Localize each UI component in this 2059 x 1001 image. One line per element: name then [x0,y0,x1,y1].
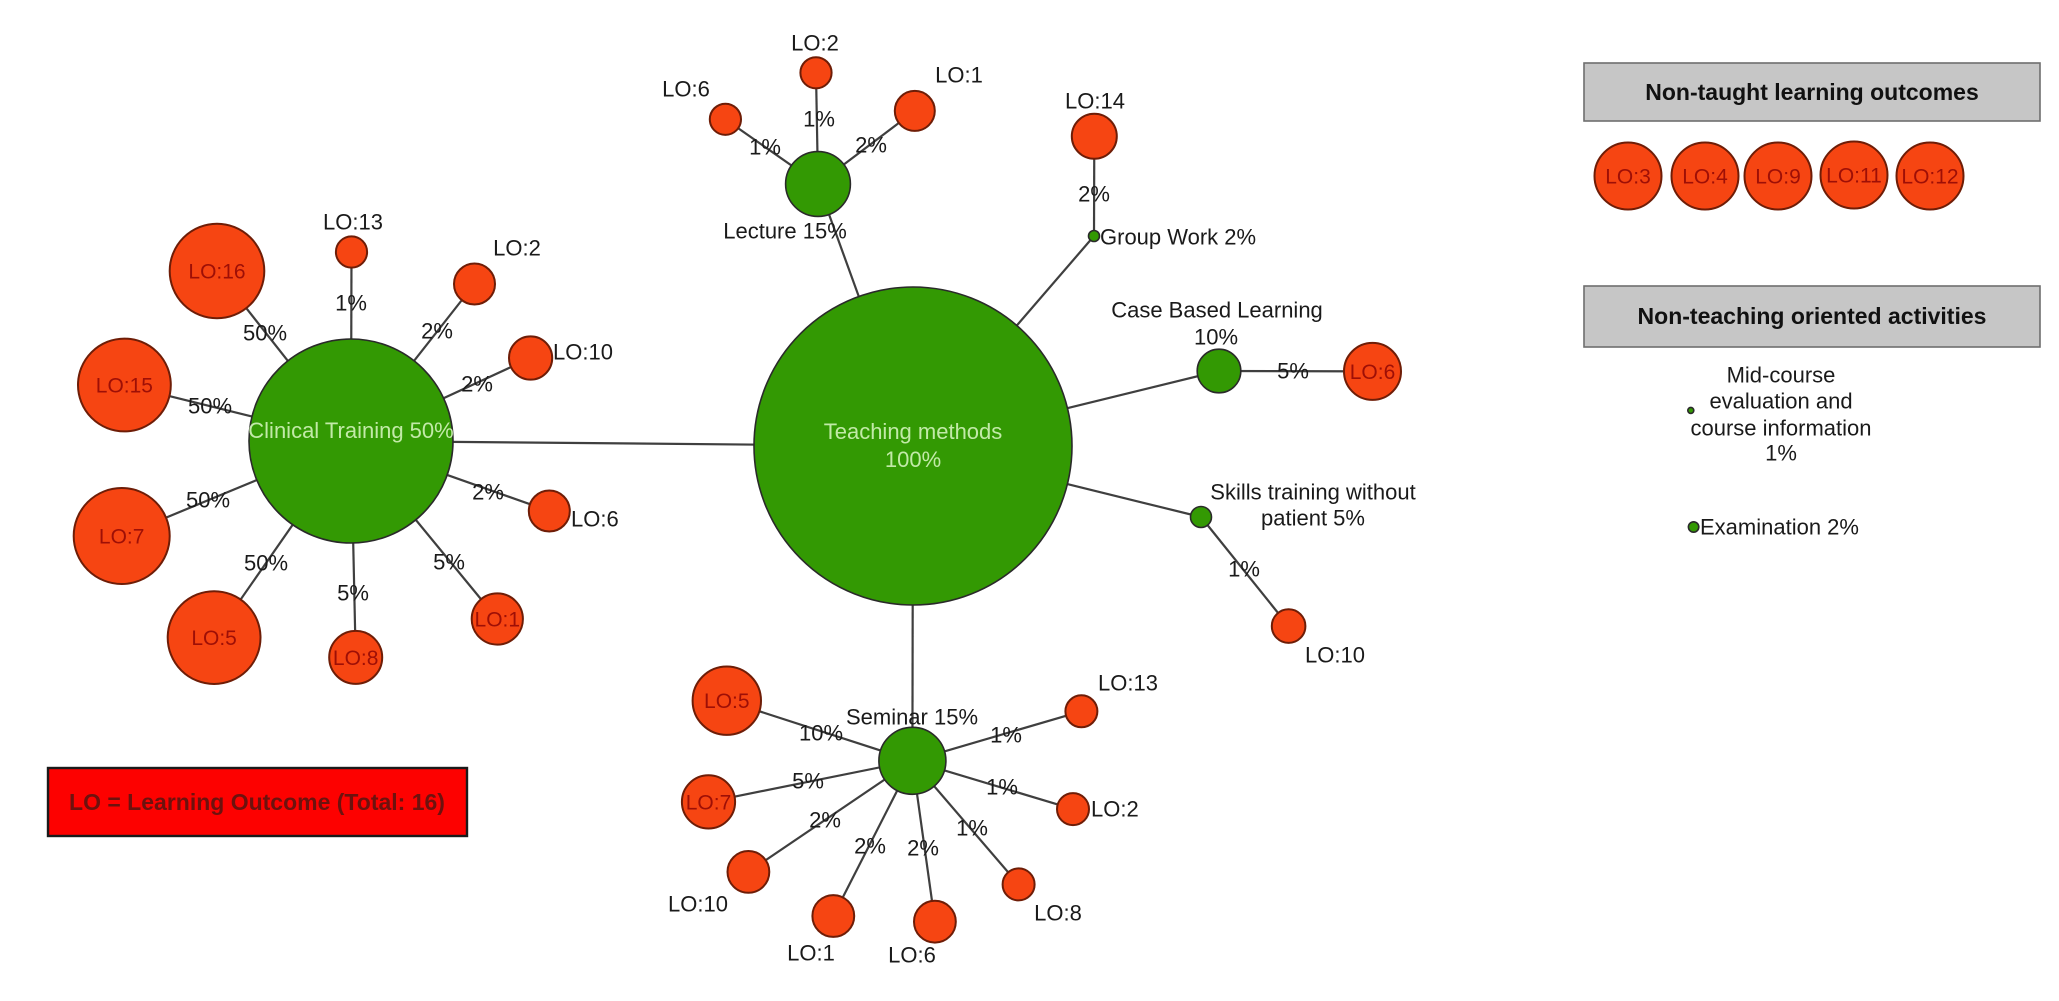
svg-text:Mid-course: Mid-course [1727,363,1836,388]
svg-text:LO:6: LO:6 [662,77,710,102]
svg-text:1%: 1% [1228,557,1260,582]
svg-text:1%: 1% [986,775,1018,800]
svg-text:Clinical Training 50%: Clinical Training 50% [248,418,453,443]
svg-text:LO:10: LO:10 [1305,643,1365,668]
svg-text:Non-teaching oriented activiti: Non-teaching oriented activities [1638,303,1987,329]
svg-text:LO:8: LO:8 [333,647,379,670]
svg-text:LO:2: LO:2 [791,31,839,56]
svg-text:LO:5: LO:5 [704,690,750,713]
svg-text:2%: 2% [855,133,887,158]
svg-text:50%: 50% [243,321,287,346]
svg-text:LO:2: LO:2 [493,236,541,261]
svg-text:1%: 1% [749,135,781,160]
svg-text:1%: 1% [1765,441,1797,466]
svg-text:Examination 2%: Examination 2% [1700,515,1859,540]
svg-text:Lecture 15%: Lecture 15% [723,219,847,244]
svg-text:100%: 100% [885,447,941,472]
svg-text:10%: 10% [799,721,843,746]
svg-text:LO:3: LO:3 [1605,165,1651,188]
svg-text:50%: 50% [188,394,232,419]
svg-text:Seminar 15%: Seminar 15% [846,705,978,730]
svg-text:Non-taught learning outcomes: Non-taught learning outcomes [1645,79,1979,105]
svg-text:Skills training without: Skills training without [1210,480,1415,505]
svg-text:LO:10: LO:10 [553,340,613,365]
svg-text:Group Work 2%: Group Work 2% [1100,225,1256,250]
svg-text:LO = Learning Outcome (Total:: LO = Learning Outcome (Total: 16) [69,789,445,815]
svg-text:LO:14: LO:14 [1065,89,1125,114]
svg-text:LO:7: LO:7 [686,791,732,814]
svg-text:LO:6: LO:6 [571,507,619,532]
svg-text:LO:7: LO:7 [99,525,145,548]
svg-text:50%: 50% [186,488,230,513]
svg-text:LO:4: LO:4 [1682,165,1728,188]
svg-text:Case Based Learning: Case Based Learning [1111,298,1323,323]
svg-text:LO:11: LO:11 [1826,164,1882,187]
svg-text:1%: 1% [990,723,1022,748]
svg-text:2%: 2% [461,372,493,397]
svg-text:LO:15: LO:15 [96,374,153,397]
svg-text:course information: course information [1691,416,1872,441]
svg-text:1%: 1% [803,107,835,132]
svg-text:2%: 2% [421,319,453,344]
svg-text:50%: 50% [244,551,288,576]
svg-text:LO:13: LO:13 [323,210,383,235]
svg-text:10%: 10% [1194,325,1238,350]
svg-text:LO:6: LO:6 [888,943,936,968]
svg-text:5%: 5% [1277,359,1309,384]
svg-text:LO:9: LO:9 [1755,165,1801,188]
svg-text:patient 5%: patient 5% [1261,506,1365,531]
svg-text:2%: 2% [472,480,504,505]
svg-text:LO:10: LO:10 [668,892,728,917]
svg-text:5%: 5% [337,581,369,606]
svg-text:LO:13: LO:13 [1098,671,1158,696]
svg-text:LO:6: LO:6 [1350,361,1396,384]
svg-text:2%: 2% [907,836,939,861]
svg-text:LO:1: LO:1 [787,941,835,966]
svg-text:2%: 2% [854,834,886,859]
svg-text:LO:16: LO:16 [188,260,245,283]
svg-text:1%: 1% [956,816,988,841]
svg-text:LO:2: LO:2 [1091,797,1139,822]
svg-text:5%: 5% [792,769,824,794]
svg-text:LO:1: LO:1 [475,608,521,631]
svg-text:LO:5: LO:5 [191,627,237,650]
svg-text:1%: 1% [335,291,367,316]
svg-text:2%: 2% [809,808,841,833]
svg-text:LO:8: LO:8 [1034,901,1082,926]
svg-text:5%: 5% [433,550,465,575]
svg-text:LO:12: LO:12 [1901,165,1958,188]
svg-text:2%: 2% [1078,182,1110,207]
svg-text:LO:1: LO:1 [935,63,983,88]
svg-text:evaluation and: evaluation and [1709,389,1852,414]
svg-text:Teaching methods: Teaching methods [824,419,1003,444]
